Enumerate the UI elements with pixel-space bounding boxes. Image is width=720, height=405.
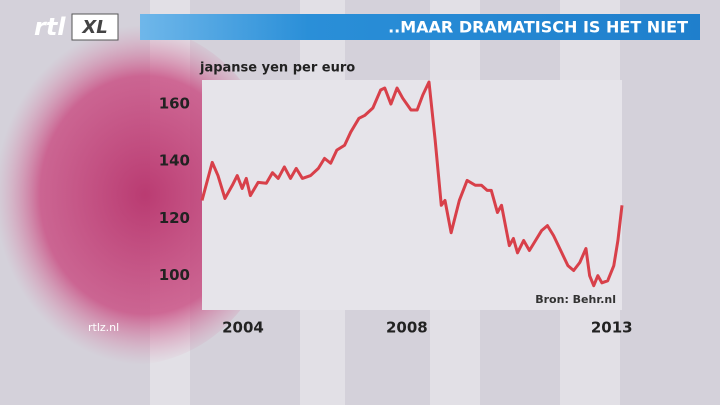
logo: rtl — [34, 13, 66, 41]
site: rtlz.nl — [88, 321, 119, 334]
x-tick-label: 2013 — [591, 319, 633, 337]
y-axis-label: japanse yen per euro — [199, 61, 355, 76]
x-tick-label: 2004 — [222, 319, 264, 337]
data-line — [200, 80, 624, 288]
plot-area — [202, 80, 622, 310]
y-tick-label: 160 — [159, 95, 190, 113]
title-banner — [140, 14, 700, 40]
y-tick-label: 140 — [159, 152, 190, 170]
logo-badge-box — [71, 13, 119, 41]
chart-title: ..MAAR DRAMATISCH IS HET NIET — [388, 18, 688, 37]
source: Bron: Behr.nl — [535, 293, 616, 306]
y-tick-label: 120 — [159, 209, 190, 227]
y-tick-label: 100 — [159, 266, 190, 284]
logo-badge: XL — [81, 17, 107, 38]
x-tick-label: 2008 — [386, 319, 428, 337]
